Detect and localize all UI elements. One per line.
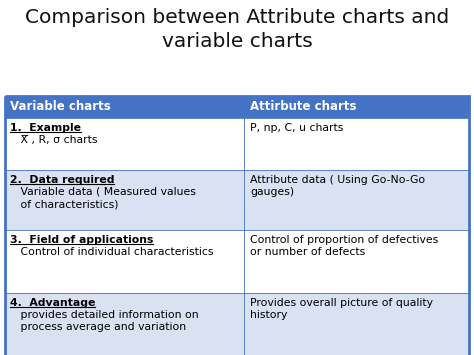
Text: Attirbute charts: Attirbute charts <box>250 100 356 114</box>
Text: Attribute data ( Using Go-No-Go
gauges): Attribute data ( Using Go-No-Go gauges) <box>250 175 425 197</box>
Text: Comparison between Attribute charts and
variable charts: Comparison between Attribute charts and … <box>25 8 449 51</box>
Bar <box>5 118 469 170</box>
Text: 3.  Field of applications: 3. Field of applications <box>10 235 154 245</box>
Text: 2.  Data required: 2. Data required <box>10 175 115 185</box>
Bar <box>5 230 469 293</box>
Text: Variable charts: Variable charts <box>10 100 111 114</box>
Bar <box>5 170 469 230</box>
Text: Provides overall picture of quality
history: Provides overall picture of quality hist… <box>250 298 433 321</box>
Text: 4.  Advantage: 4. Advantage <box>10 298 95 308</box>
Bar <box>5 96 469 118</box>
Text: Control of individual characteristics: Control of individual characteristics <box>10 247 213 257</box>
Text: provides detailed information on
   process average and variation: provides detailed information on process… <box>10 310 199 332</box>
Text: Control of proportion of defectives
or number of defects: Control of proportion of defectives or n… <box>250 235 438 257</box>
Text: P, np, C, u charts: P, np, C, u charts <box>250 123 343 133</box>
Text: Variable data ( Measured values
   of characteristics): Variable data ( Measured values of chara… <box>10 187 196 209</box>
Bar <box>5 293 469 355</box>
Text: 1.  Example: 1. Example <box>10 123 81 133</box>
Text: X̅ , R, σ charts: X̅ , R, σ charts <box>10 135 98 145</box>
